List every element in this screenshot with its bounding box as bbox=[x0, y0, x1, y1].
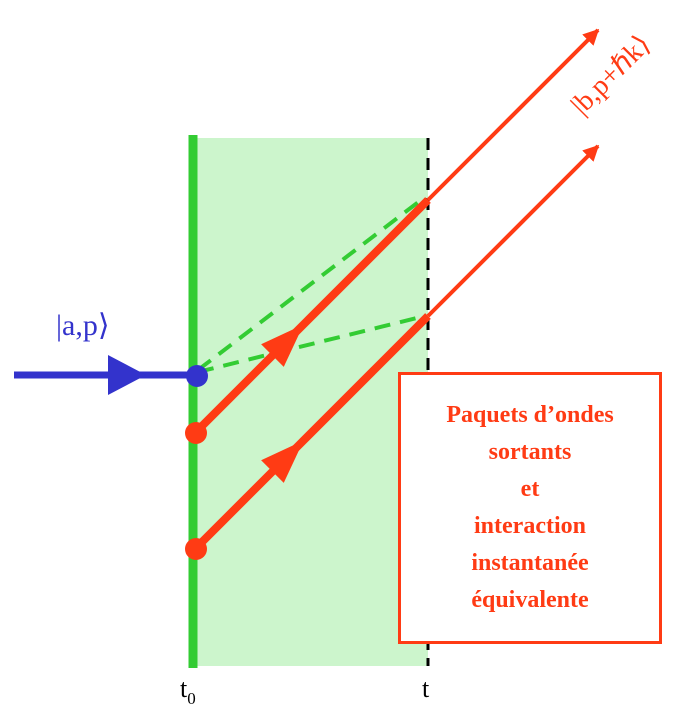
outgoing-upper-point bbox=[185, 422, 207, 444]
outgoing-upper-mid-arrowhead bbox=[261, 324, 304, 367]
t0-base: t bbox=[180, 674, 188, 703]
outgoing-state-label: |b,p+ℏk⟩ bbox=[565, 29, 657, 121]
outgoing-upper-line-thick bbox=[193, 197, 431, 435]
outgoing-upper-line bbox=[426, 28, 600, 202]
incoming-arrowhead bbox=[108, 355, 146, 395]
t0-label: t0 bbox=[180, 674, 196, 708]
outgoing-lower-line bbox=[426, 144, 600, 318]
box-line-4: interaction bbox=[474, 513, 586, 539]
incoming-point bbox=[186, 365, 208, 387]
outgoing-lower-line-thick bbox=[193, 313, 431, 551]
box-line-5: instantanée bbox=[471, 550, 589, 576]
outgoing-lower-mid-arrowhead bbox=[261, 440, 304, 483]
box-line-6: équivalente bbox=[471, 587, 589, 613]
t0-subscript: 0 bbox=[187, 689, 196, 708]
box-line-3: et bbox=[520, 476, 540, 502]
dashed-link-lower bbox=[197, 314, 426, 374]
outgoing-lower-point bbox=[185, 538, 207, 560]
dashed-link-upper bbox=[196, 195, 427, 372]
incoming-state-label: |a,p⟩ bbox=[56, 309, 110, 342]
t-label: t bbox=[422, 674, 430, 703]
box-line-2: sortants bbox=[488, 439, 572, 465]
explanation-box: Paquets d’ondes sortants et interaction … bbox=[398, 372, 662, 644]
box-line-1: Paquets d’ondes bbox=[446, 402, 614, 428]
